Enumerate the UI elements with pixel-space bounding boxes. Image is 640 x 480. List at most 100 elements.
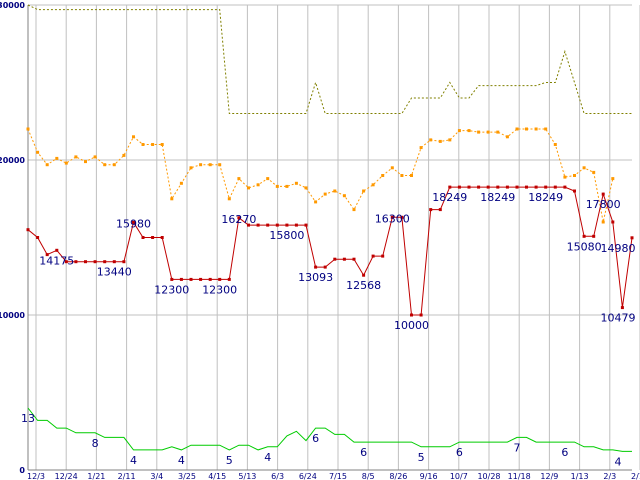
data-point [438,139,442,143]
data-point [333,189,337,193]
data-point [304,223,308,227]
data-point [601,192,605,196]
data-label: 13093 [298,271,333,284]
data-label: 16270 [221,213,256,226]
data-point [573,174,576,177]
data-point [170,277,174,281]
data-label: 4 [130,454,137,467]
x-tick-label: 1/21 [87,472,105,480]
data-point [294,223,298,227]
data-point [371,254,375,258]
data-point [448,185,452,189]
data-point [429,208,433,212]
x-tick-label: 12/24 [55,472,78,480]
data-label: 12300 [202,283,237,296]
x-tick-label: 3/4 [150,472,163,480]
data-point [419,146,423,150]
data-point [486,185,490,189]
data-point [36,236,40,239]
data-point [45,163,49,167]
data-point [160,236,164,239]
data-label: 10479 [601,312,636,325]
data-point [199,163,203,167]
data-point [189,277,193,281]
data-point [199,277,203,281]
data-point [582,166,586,170]
data-label: 15980 [116,217,151,230]
data-point [74,260,78,264]
data-point [304,186,308,190]
data-point [525,127,528,131]
data-label: 17800 [586,198,621,211]
data-label: 16300 [375,212,410,225]
x-tick-label: 6/24 [299,472,317,480]
data-point [26,228,30,232]
x-tick-label: 5/13 [238,472,256,480]
data-point [515,185,519,189]
data-label: 6 [561,446,568,459]
data-point [179,277,183,281]
data-point [218,163,222,167]
data-point [247,186,250,190]
series-line-orange [27,128,614,223]
data-point [573,189,576,193]
data-point [438,208,442,212]
data-point [419,313,423,317]
data-point [611,220,615,224]
data-point [390,166,394,170]
data-point [55,248,59,252]
data-point [505,185,509,189]
data-point [362,273,366,277]
data-point [448,138,452,142]
x-tick-label: 2/17 [631,472,640,480]
series-top [27,4,632,114]
data-point [208,277,212,281]
data-point [400,215,404,219]
x-tick-label: 8/26 [389,472,407,480]
data-point [74,155,78,159]
series-line-top [27,4,632,114]
data-point [93,260,97,264]
series-line-count [27,407,632,452]
data-point [352,208,356,212]
x-tick-label: 10/7 [450,472,468,480]
data-label: 5 [226,454,233,467]
data-point [256,223,260,227]
data-label: 5 [418,451,425,464]
data-point [294,181,298,185]
data-point [84,260,87,264]
data-point [189,166,193,170]
axes [27,5,632,471]
data-point [342,194,346,198]
data-label: 15800 [269,229,304,242]
series-count [27,407,632,452]
data-point [525,185,528,189]
data-point [553,143,557,146]
data-point [112,260,116,264]
data-label: 7 [514,441,521,454]
x-tick-label: 12/3 [27,472,45,480]
data-point [467,185,471,189]
data-point [36,150,40,154]
data-point [323,192,327,196]
data-point [314,200,318,204]
x-tick-label: 11/18 [508,472,531,480]
data-point [410,174,413,177]
data-point [141,236,145,239]
data-point [112,163,116,167]
data-point [285,223,289,227]
data-point [342,257,346,261]
data-point [611,177,615,181]
data-label: 6 [456,446,463,459]
data-point [390,215,394,219]
data-point [227,277,231,281]
series-price [26,185,634,317]
data-point [630,236,634,240]
data-point [592,234,596,238]
data-point [563,175,567,179]
y-tick-label: 30000 [0,1,25,10]
series-orange [26,127,615,224]
data-point [141,143,145,146]
data-label: 6 [312,432,319,445]
data-point [323,265,327,269]
